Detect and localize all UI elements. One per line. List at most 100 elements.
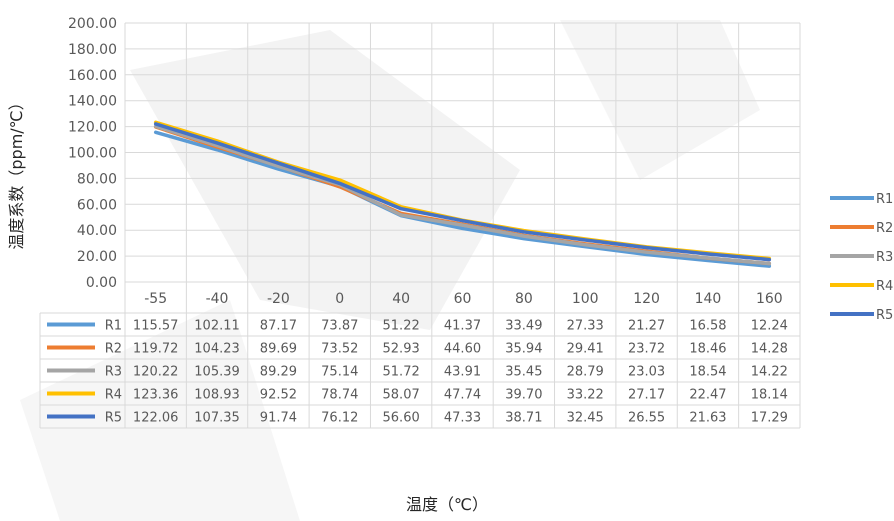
watermark	[20, 20, 760, 521]
table-cell-value: 58.07	[383, 388, 420, 403]
legend-label: R2	[876, 221, 893, 236]
x-tick-label: 80	[515, 291, 533, 307]
table-cell-value: 51.22	[383, 319, 420, 334]
legend-label: R5	[876, 308, 893, 323]
data-table: -55 -40 -20 0 40 60 80 100 120 140 160 R1 115.57 102.…	[39, 291, 800, 429]
table-cell-value: 14.22	[751, 365, 788, 380]
y-tick-label: 160.00	[68, 68, 117, 84]
table-cell-value: 28.79	[567, 365, 604, 380]
table-cell-value: 23.72	[628, 342, 665, 357]
x-tick-label: 60	[454, 291, 472, 307]
series-line-r3	[153, 124, 772, 266]
table-cell-value: 12.24	[751, 319, 788, 334]
table-cell-value: 21.63	[689, 411, 726, 426]
table-cell-value: 73.87	[321, 319, 358, 334]
table-cell-value: 122.06	[133, 411, 179, 426]
x-tick-label: 160	[756, 291, 783, 307]
table-cell-value: 89.29	[260, 365, 297, 380]
watermark-shape	[20, 300, 300, 521]
table-series-name: R5	[105, 411, 122, 426]
table-cell-value: 17.29	[751, 411, 788, 426]
table-cell-value: 119.72	[133, 342, 179, 357]
table-cell-value: 108.93	[194, 388, 240, 403]
table-cell-value: 73.52	[321, 342, 358, 357]
table-cell-value: 87.17	[260, 319, 297, 334]
table-cell-value: 56.60	[383, 411, 420, 426]
table-cell-value: 23.03	[628, 365, 665, 380]
table-cell-value: 39.70	[505, 388, 542, 403]
table-series-name: R3	[105, 365, 122, 380]
y-tick-label: 40.00	[77, 223, 117, 239]
table-cell-value: 92.52	[260, 388, 297, 403]
table-series-name: R2	[105, 342, 122, 357]
x-tick-label: -40	[206, 291, 229, 307]
table-cell-value: 89.69	[260, 342, 297, 357]
y-tick-label: 120.00	[68, 120, 117, 136]
table-cell-value: 33.49	[505, 319, 542, 334]
table-cell-value: 21.27	[628, 319, 665, 334]
table-cell-value: 47.33	[444, 411, 481, 426]
legend-label: R4	[876, 279, 893, 294]
table-series-name: R1	[105, 319, 122, 334]
table-cell-value: 76.12	[321, 411, 358, 426]
table-cell-value: 91.74	[260, 411, 297, 426]
x-tick-label: -20	[267, 291, 290, 307]
series-line-r1	[153, 130, 772, 268]
table-cell-value: 22.47	[689, 388, 726, 403]
x-tick-label: 40	[392, 291, 410, 307]
y-tick-label: 20.00	[77, 249, 117, 265]
table-cell-value: 123.36	[133, 388, 179, 403]
table-cell-value: 107.35	[194, 411, 240, 426]
series-line-r5	[153, 122, 772, 262]
y-axis-title: 温度系数（ppm/℃）	[7, 94, 26, 249]
table-cell-value: 18.46	[689, 342, 726, 357]
table-series-name: R4	[105, 388, 122, 403]
table-cell-value: 35.94	[505, 342, 542, 357]
table-cell-value: 104.23	[194, 342, 240, 357]
series-lines	[153, 120, 772, 268]
x-tick-label: 0	[335, 291, 344, 307]
table-cell-value: 105.39	[194, 365, 240, 380]
table-cell-value: 18.14	[751, 388, 788, 403]
legend-label: R3	[876, 250, 893, 265]
x-axis-title: 温度（℃）	[406, 495, 488, 514]
y-tick-label: 80.00	[77, 171, 117, 187]
table-cell-value: 16.58	[689, 319, 726, 334]
x-tick-label: 120	[633, 291, 660, 307]
y-tick-label: 100.00	[68, 146, 117, 162]
y-tick-label: 200.00	[68, 16, 117, 32]
table-cell-value: 14.28	[751, 342, 788, 357]
table-cell-value: 29.41	[567, 342, 604, 357]
table-cell-value: 41.37	[444, 319, 481, 334]
x-tick-label: -55	[144, 291, 167, 307]
legend-label: R1	[876, 192, 893, 207]
y-axis-ticks: 0.00 20.00 40.00 60.00 80.00 100.00 120.00 140.…	[68, 16, 117, 291]
table-cell-value: 102.11	[194, 319, 240, 334]
y-tick-label: 0.00	[86, 275, 117, 291]
table-cell-value: 120.22	[133, 365, 179, 380]
table-cell-value: 115.57	[133, 319, 179, 334]
legend: R1 R2 R3 R4 R5	[830, 192, 893, 323]
x-tick-label: 100	[572, 291, 599, 307]
y-tick-label: 180.00	[68, 42, 117, 58]
table-cell-value: 52.93	[383, 342, 420, 357]
table-cell-value: 43.91	[444, 365, 481, 380]
table-cell-value: 78.74	[321, 388, 358, 403]
table-cell-value: 44.60	[444, 342, 481, 357]
grid	[124, 22, 801, 428]
x-tick-label: 140	[695, 291, 722, 307]
table-cell-value: 75.14	[321, 365, 358, 380]
y-tick-label: 60.00	[77, 197, 117, 213]
table-cell-value: 27.33	[567, 319, 604, 334]
table-cell-value: 47.74	[444, 388, 481, 403]
table-cell-value: 33.22	[567, 388, 604, 403]
table-cell-value: 38.71	[505, 411, 542, 426]
table-cell-value: 26.55	[628, 411, 665, 426]
table-cell-value: 51.72	[383, 365, 420, 380]
table-cell-value: 32.45	[567, 411, 604, 426]
table-cell-value: 18.54	[689, 365, 726, 380]
table-cell-value: 27.17	[628, 388, 665, 403]
table-cell-value: 35.45	[505, 365, 542, 380]
y-tick-label: 140.00	[68, 94, 117, 110]
